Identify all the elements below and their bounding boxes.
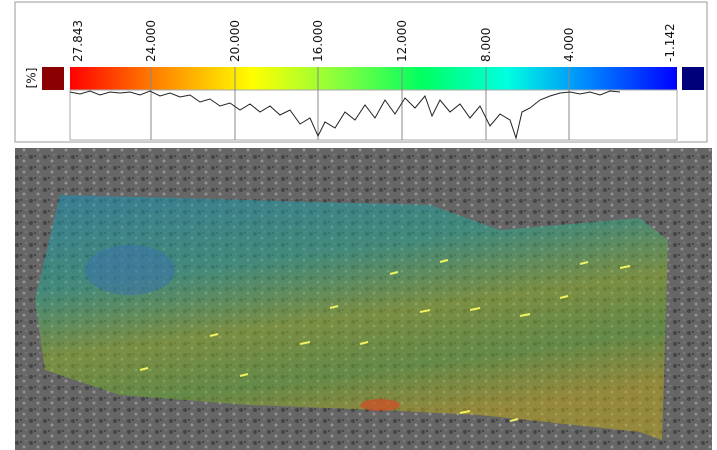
high-strain-zone	[360, 399, 400, 411]
tick-label: 4.000	[562, 28, 576, 62]
low-strain-zone	[85, 245, 175, 295]
under-range-swatch	[682, 67, 704, 90]
tick-label: 27.843	[71, 20, 85, 62]
tick-label: 12.000	[395, 20, 409, 62]
screenshot: [%] 27.843 24.000 20.000 16.000 12.000 8.000 4…	[0, 0, 717, 450]
colorbar-panel: [%] 27.843 24.000 20.000 16.000 12.000 8.000 4…	[15, 2, 707, 142]
tick-label: -1.142	[663, 23, 677, 62]
tick-label: 20.000	[228, 20, 242, 62]
color-scale	[70, 67, 677, 90]
strain-image	[15, 148, 712, 450]
tick-label: 16.000	[311, 20, 325, 62]
tick-label: 8.000	[479, 28, 493, 62]
unit-label: [%]	[25, 68, 39, 89]
tick-label: 24.000	[144, 20, 158, 62]
over-range-swatch	[42, 67, 64, 90]
